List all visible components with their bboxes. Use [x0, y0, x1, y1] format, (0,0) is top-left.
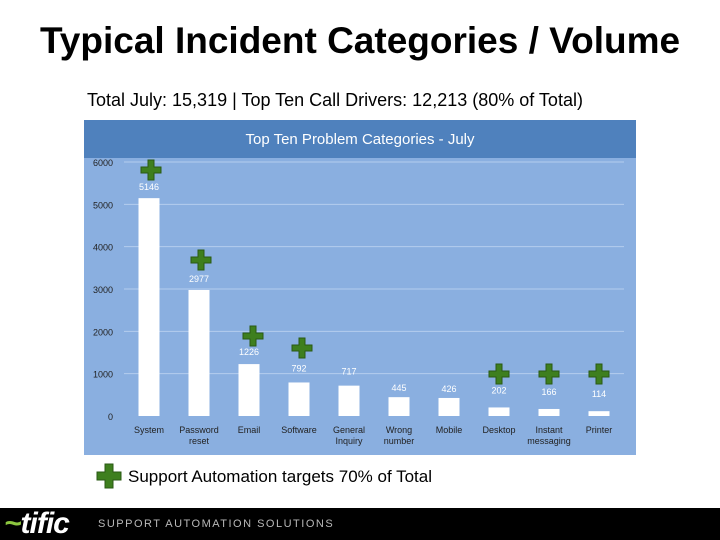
category-label: Desktop: [482, 425, 515, 435]
automation-target-plus-icon: [291, 337, 313, 359]
plus-shape: [291, 337, 313, 359]
chart-background: [84, 120, 636, 455]
data-label: 202: [491, 385, 506, 395]
automation-target-plus-icon: [588, 363, 610, 385]
bar: [138, 198, 160, 416]
slide-subtitle: Total July: 15,319 | Top Ten Call Driver…: [87, 90, 583, 110]
bar: [388, 397, 410, 416]
footer-bar: ~tific SUPPORT AUTOMATION SOLUTIONS: [0, 508, 720, 540]
category-label: Password reset: [179, 425, 219, 446]
bar: [438, 397, 460, 416]
category-label: Printer: [586, 425, 613, 435]
data-label: 1226: [239, 347, 259, 357]
chart-title: Top Ten Problem Categories - July: [246, 131, 475, 148]
data-label: 445: [391, 383, 406, 393]
automation-target-plus-icon: [140, 159, 162, 181]
bar: [188, 289, 210, 416]
plus-shape: [538, 363, 560, 385]
data-label: 114: [592, 389, 606, 399]
plus-shape: [140, 159, 162, 181]
category-label: Email: [238, 425, 261, 435]
plus-shape: [242, 325, 264, 347]
category-label: Software: [281, 425, 317, 435]
data-label: 2977: [189, 274, 209, 284]
plus-icon: [96, 463, 122, 489]
automation-target-plus-icon: [488, 363, 510, 385]
footer-tagline: SUPPORT AUTOMATION SOLUTIONS: [98, 518, 335, 530]
tific-logo: ~tific: [4, 507, 70, 540]
bar: [488, 407, 510, 416]
data-label: 792: [291, 363, 306, 373]
bar: [238, 364, 260, 416]
chart-title-band: [84, 120, 636, 158]
y-tick-label: 3000: [93, 285, 113, 295]
category-label: Mobile: [436, 425, 463, 435]
data-label: 426: [441, 384, 456, 394]
bar: [538, 408, 560, 416]
plus-shape: [588, 363, 610, 385]
logo-dash: ~: [4, 507, 22, 540]
category-label: Instant messaging: [527, 425, 571, 446]
bar: [338, 385, 360, 416]
y-tick-label: 0: [108, 412, 113, 422]
data-label: 5146: [139, 182, 159, 192]
category-label: Wrong number: [384, 425, 415, 446]
logo-word: tific: [20, 507, 70, 540]
data-label: 717: [341, 367, 356, 377]
data-label: 166: [541, 387, 556, 397]
automation-target-plus-icon: [190, 249, 212, 271]
slide-title: Typical Incident Categories / Volume: [39, 20, 681, 61]
category-label: General Inquiry: [333, 425, 365, 446]
y-tick-label: 1000: [93, 370, 113, 380]
y-tick-label: 6000: [93, 158, 113, 168]
plus-shape: [190, 249, 212, 271]
y-tick-label: 4000: [93, 243, 113, 253]
y-tick-label: 5000: [93, 200, 113, 210]
automation-target-plus-icon: [242, 325, 264, 347]
plus-shape: [488, 363, 510, 385]
bar: [588, 411, 610, 416]
automation-target-plus-icon: [538, 363, 560, 385]
bar: [288, 382, 310, 416]
legend-text: Support Automation targets 70% of Total: [128, 467, 432, 486]
y-tick-label: 2000: [93, 327, 113, 337]
category-label: System: [134, 425, 164, 435]
